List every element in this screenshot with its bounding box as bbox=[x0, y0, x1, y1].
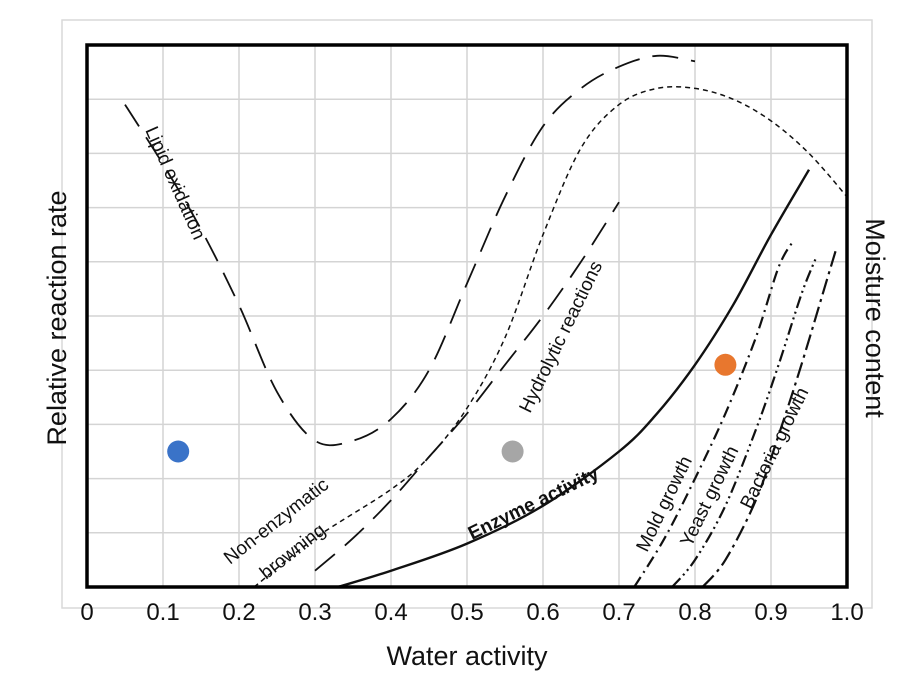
series-line-hydrolytic-reactions bbox=[253, 85, 848, 588]
y2-axis-title: Moisture content bbox=[860, 218, 890, 418]
points-layer bbox=[167, 353, 737, 463]
outer-frame bbox=[61, 19, 873, 609]
series-line-lipid-oxidation bbox=[124, 54, 696, 447]
label-hydrolytic-reactions: Hydrolytic reactions bbox=[516, 258, 608, 416]
data-point bbox=[714, 353, 737, 376]
x-axis-title: Water activity bbox=[386, 641, 548, 671]
series-layer bbox=[124, 54, 848, 589]
series-line-yeast-growth bbox=[671, 255, 818, 588]
x-tick-label: 0.8 bbox=[678, 599, 711, 626]
series-line-bacteria-growth bbox=[701, 250, 837, 588]
series-line-non-enzymatic-browning bbox=[314, 201, 620, 572]
x-tick-label: 0.9 bbox=[754, 599, 787, 626]
x-tick-label: 0.2 bbox=[222, 599, 255, 626]
series-line-mold-growth bbox=[633, 239, 795, 588]
x-tick-label: 0.4 bbox=[374, 599, 407, 626]
data-point bbox=[167, 440, 190, 463]
label-lipid-oxidation: Lipid oxidation bbox=[140, 123, 209, 243]
x-tick-label: 0.7 bbox=[602, 599, 635, 626]
x-tick-labels: 0 0.1 0.2 0.3 0.4 0.5 0.6 0.7 0.8 0.9 1.0 bbox=[80, 599, 863, 626]
x-tick-label: 0.5 bbox=[450, 599, 483, 626]
grid bbox=[87, 45, 847, 587]
label-bacteria-growth: Bacteria growth bbox=[737, 384, 814, 512]
x-tick-label: 1.0 bbox=[830, 599, 863, 626]
series-line-enzyme-activity bbox=[337, 169, 811, 589]
x-tick-label: 0 bbox=[80, 599, 93, 626]
x-tick-label: 0.6 bbox=[526, 599, 559, 626]
plot-border bbox=[85, 43, 849, 589]
x-tick-label: 0.3 bbox=[298, 599, 331, 626]
data-point bbox=[501, 440, 524, 463]
x-tick-label: 0.1 bbox=[146, 599, 179, 626]
y-axis-title: Relative reaction rate bbox=[42, 190, 72, 445]
